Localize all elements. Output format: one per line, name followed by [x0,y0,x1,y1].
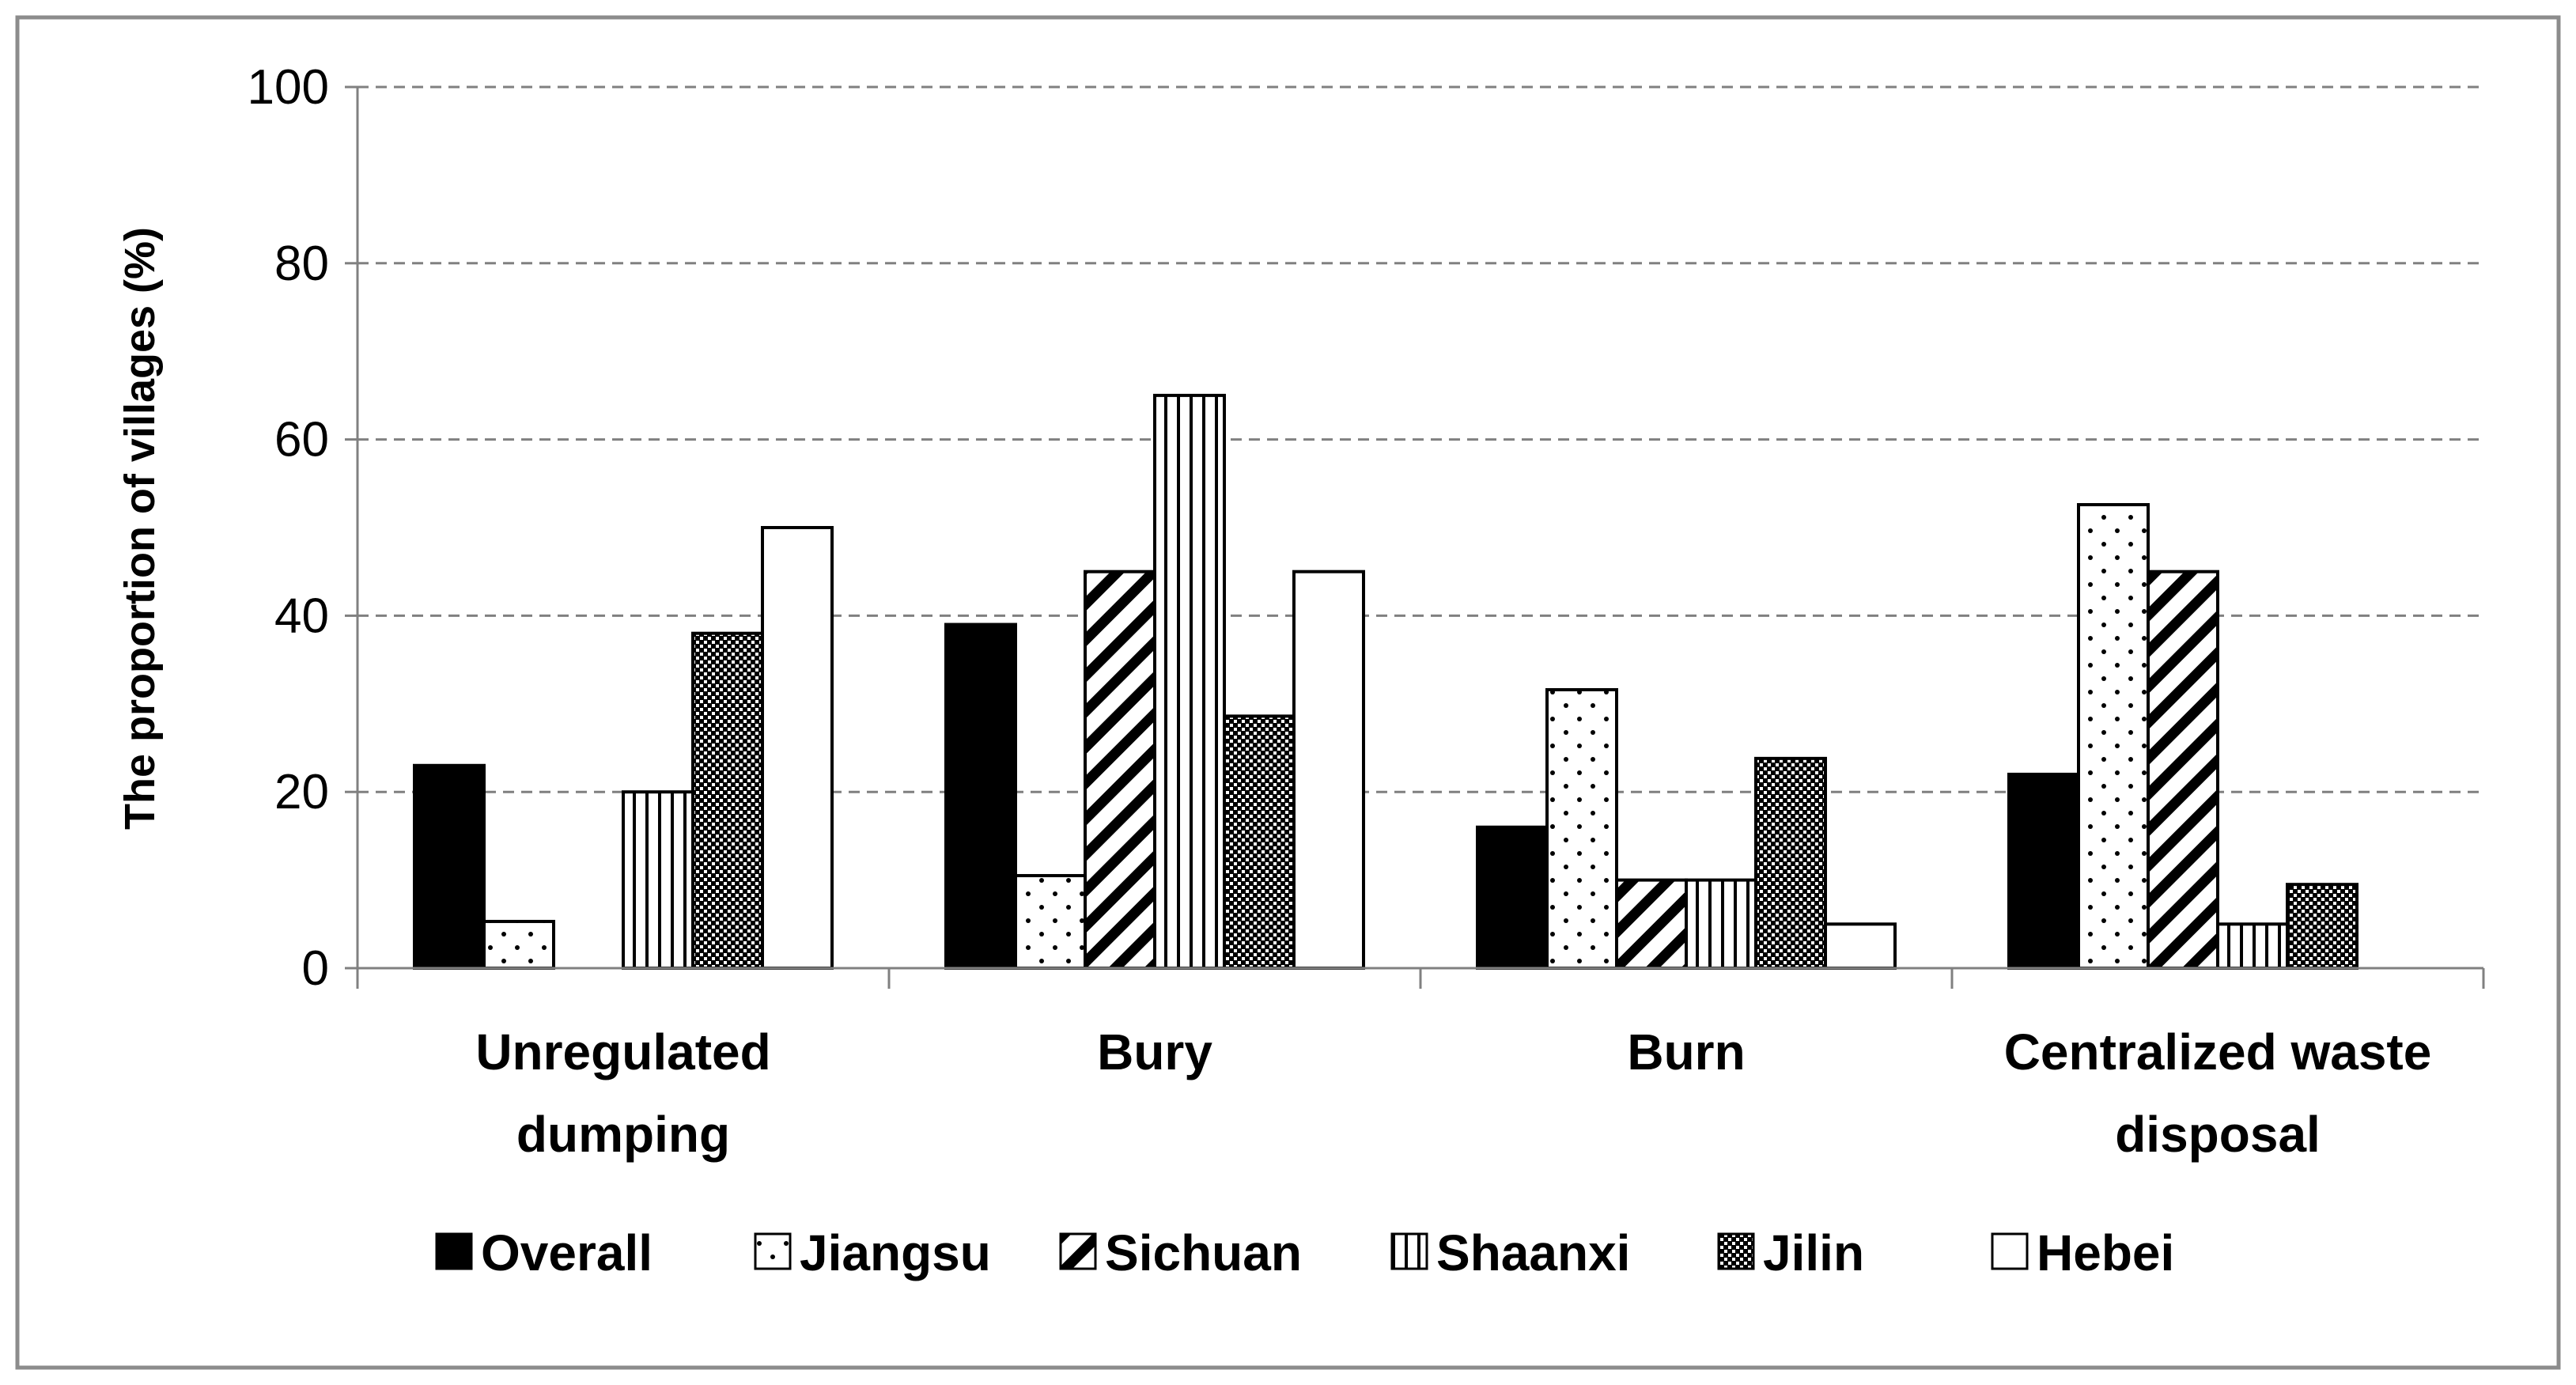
y-tick-label: 80 [274,237,329,291]
bar-shaanxi [1685,878,1757,970]
y-tick-label: 60 [274,413,329,467]
bar-jiangsu [482,919,555,971]
bar-overall [413,763,486,971]
bar-hebei [761,526,834,970]
y-axis-title: The proportion of villages (%) [116,227,164,830]
legend-label-sichuan: Sichuan [1105,1224,1302,1281]
bar-overall [2007,772,2080,970]
bar-overall [1476,825,1549,971]
legend-swatch-sichuan [1059,1232,1097,1270]
legend-swatch-shaanxi [1390,1232,1428,1270]
bar-jilin [2286,883,2358,971]
bar-shaanxi [2216,922,2289,971]
bar-jilin [691,631,764,970]
legend: Overall Jiangsu Sichuan Shaanxi Jilin Hebei [435,1224,2174,1281]
legend-label-jiangsu: Jiangsu [800,1224,991,1281]
legend-label-jilin: Jilin [1763,1224,1864,1281]
bar-jiangsu [2077,503,2150,970]
bar-hebei [1824,922,1897,971]
bars [413,393,2358,971]
bar-jilin [1223,714,1296,970]
legend-swatch-jiangsu [754,1232,792,1270]
y-tick-label: 100 [248,60,329,115]
legend-swatch-overall [435,1232,473,1270]
legend-label-hebei: Hebei [2037,1224,2174,1281]
legend-swatch-hebei [1991,1232,2029,1270]
axis-labels: 0 20 40 60 80 100 Unregulated dumping Bury Burn Ce… [116,60,2431,1163]
bar-shaanxi [622,790,694,971]
axes [345,85,2485,989]
bar-sichuan [2147,570,2219,970]
bar-jilin [1754,756,1827,970]
bar-shaanxi [1153,393,1226,970]
y-tick-label: 0 [302,941,329,996]
bar-overall [944,622,1017,970]
bar-hebei [1292,570,1365,970]
x-category-label: disposal [2115,1106,2321,1163]
x-category-label: Burn [1627,1024,1745,1080]
legend-label-shaanxi: Shaanxi [1436,1224,1630,1281]
bar-sichuan [1615,878,1688,970]
x-category-label: Unregulated [475,1024,770,1080]
bar-jiangsu [1014,874,1087,971]
bar-sichuan [1084,570,1156,970]
x-category-label: Centralized waste [2004,1024,2432,1080]
bar-jiangsu [1545,687,1618,970]
x-category-label: Bury [1097,1024,1212,1080]
y-tick-label: 40 [274,588,329,643]
legend-label-overall: Overall [481,1224,653,1281]
legend-swatch-jilin [1717,1232,1755,1270]
x-category-label: dumping [516,1106,730,1163]
y-tick-label: 20 [274,765,329,819]
